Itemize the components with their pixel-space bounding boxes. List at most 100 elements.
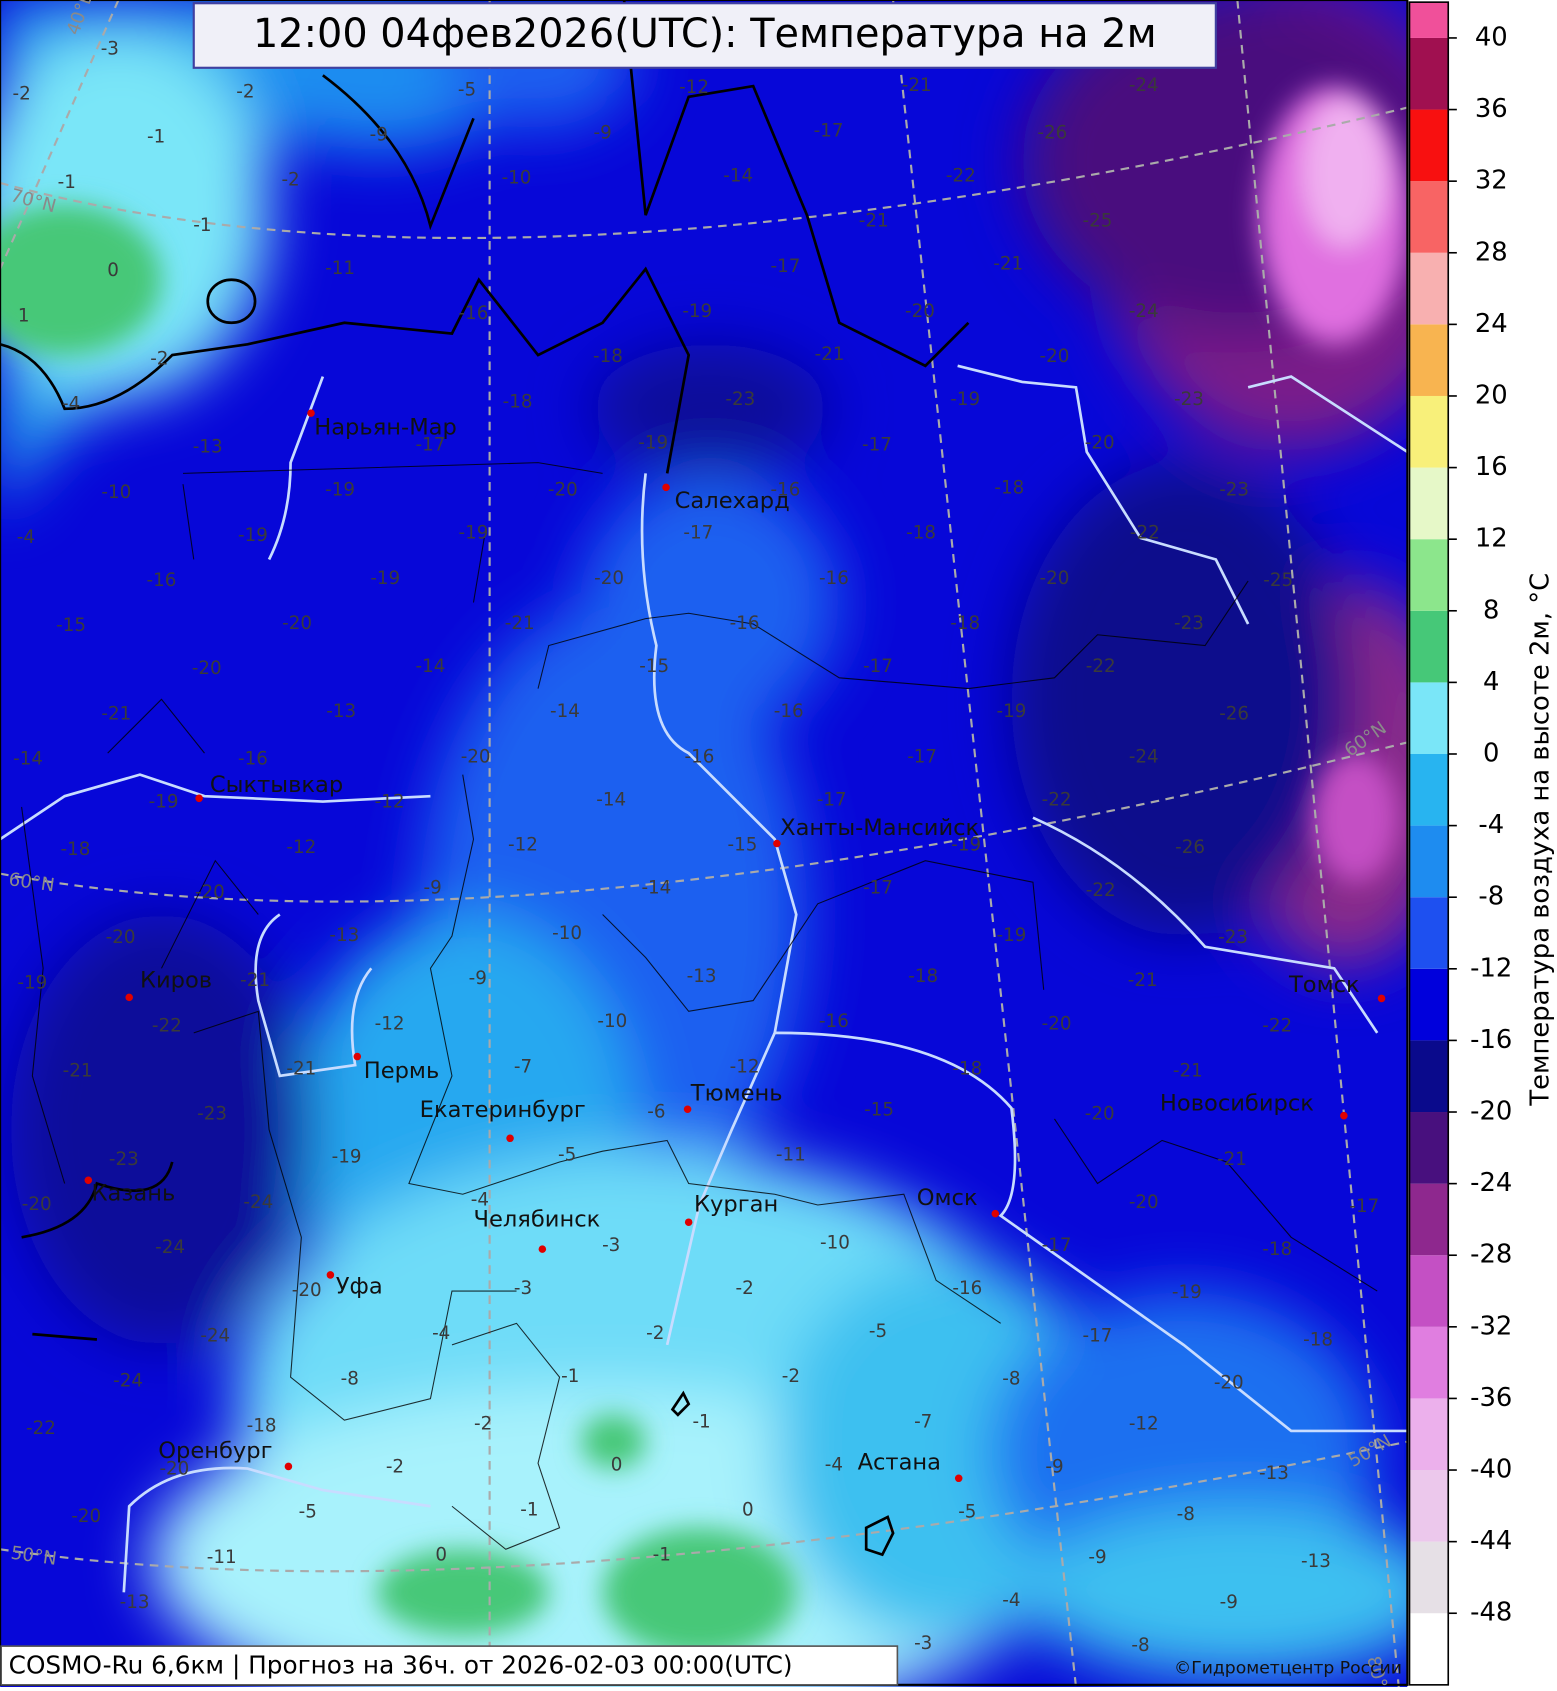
temperature-label: -21: [63, 1061, 93, 1082]
temperature-label: -9: [423, 878, 441, 899]
temperature-label: -5: [299, 1502, 317, 1523]
temperature-label: -24: [113, 1370, 143, 1391]
temperature-label: -20: [159, 1459, 189, 1480]
temperature-label: -20: [548, 480, 578, 501]
colorbar-band: [1409, 324, 1449, 396]
temperature-label: -17: [907, 746, 937, 767]
temperature-label: -21: [902, 75, 932, 96]
temperature-label: -12: [1129, 1413, 1159, 1434]
city-label: Уфа: [336, 1273, 383, 1299]
temperature-label: -14: [596, 789, 626, 810]
colorbar-tick-label: -20: [1470, 1097, 1512, 1127]
temperature-label: -5: [458, 79, 476, 100]
temperature-label: -18: [60, 839, 90, 860]
temperature-label: 0: [611, 1454, 623, 1475]
temperature-label: -19: [332, 1147, 362, 1168]
city-label: Ханты-Мансийск: [780, 815, 979, 841]
temperature-label: -13: [1301, 1551, 1331, 1572]
city-dot: [954, 1474, 963, 1483]
temperature-label: -22: [1042, 789, 1072, 810]
colorbar-tick-label: -12: [1470, 953, 1512, 983]
city-dot: [991, 1209, 1000, 1218]
city-dot: [326, 1271, 335, 1279]
temperature-label: -21: [101, 703, 131, 724]
temperature-label: -17: [863, 878, 893, 899]
temperature-label: -16: [459, 303, 489, 324]
colorbar: -48-44-40-36-32-28-24-20-16-12-8-4048121…: [1408, 1, 1512, 1686]
temperature-label: -15: [56, 615, 86, 636]
city-label: Пермь: [364, 1058, 440, 1084]
temperature-label: -19: [325, 480, 355, 501]
temperature-label: -19: [238, 525, 268, 546]
temperature-label: -24: [1129, 75, 1159, 96]
temperature-label: -20: [1040, 568, 1070, 589]
temperature-label: -19: [17, 972, 47, 993]
city-label: Сыктывкар: [210, 772, 343, 798]
temperature-label: -1: [561, 1366, 579, 1387]
colorbar-band: [1409, 610, 1449, 683]
temperature-label: -8: [1131, 1635, 1149, 1656]
temperature-label: -6: [647, 1101, 665, 1122]
city-label: Салехард: [675, 488, 790, 514]
temperature-label: -22: [152, 1015, 182, 1036]
temperature-label: -9: [469, 968, 487, 989]
temperature-label: -17: [862, 434, 892, 455]
temperature-label: -21: [286, 1058, 316, 1079]
temperature-label: -5: [558, 1145, 576, 1166]
city-dot: [506, 1134, 514, 1143]
colorbar-band: [1409, 968, 1449, 1041]
temperature-label: -20: [71, 1506, 101, 1527]
temperature-label: -9: [593, 122, 611, 143]
temperature-label: -26: [1037, 122, 1067, 143]
temperature-label: -21: [1217, 1149, 1247, 1170]
city-label: Омск: [917, 1185, 978, 1211]
temperature-label: -20: [1085, 1104, 1115, 1125]
temperature-label: -13: [329, 925, 359, 946]
temperature-label: -16: [819, 568, 849, 589]
temperature-label: -24: [1129, 301, 1159, 322]
temperature-label: -13: [120, 1592, 150, 1613]
temperature-label: -4: [432, 1323, 450, 1344]
temperature-label: -22: [1086, 880, 1116, 901]
colorbar-band: [1409, 1470, 1449, 1542]
city-label: Астана: [858, 1450, 941, 1476]
temperature-label: -16: [684, 746, 714, 767]
colorbar-band: [1409, 682, 1449, 754]
temperature-label: -23: [1174, 613, 1204, 634]
temperature-label: -18: [994, 477, 1024, 498]
temperature-label: -16: [238, 749, 268, 770]
temperature-label: -20: [461, 746, 491, 767]
colorbar-band: [1409, 1613, 1449, 1685]
temperature-label: -11: [776, 1145, 806, 1166]
colorbar-band: [1409, 252, 1449, 325]
temperature-label: -10: [552, 923, 582, 944]
city-label: Оренбург: [158, 1438, 272, 1464]
colorbar-tick-label: 28: [1475, 237, 1508, 267]
temperature-label: -9: [1088, 1547, 1106, 1568]
temperature-label: -25: [1263, 570, 1293, 591]
temperature-label: -13: [326, 701, 356, 722]
colorbar-band: [1409, 467, 1449, 540]
colorbar-band: [1409, 825, 1449, 898]
city-label: Челябинск: [473, 1207, 600, 1233]
temperature-label: -24: [1129, 746, 1159, 767]
colorbar-tick-label: -40: [1470, 1455, 1512, 1485]
colorbar-tick-label: -4: [1478, 810, 1504, 840]
temperature-label: -5: [958, 1502, 976, 1523]
temperature-label: -19: [1172, 1282, 1202, 1303]
temperature-label: -20: [1042, 1013, 1072, 1034]
temperature-label: -22: [946, 165, 976, 186]
temperature-label: -18: [1262, 1239, 1292, 1260]
colorbar-tick-label: 20: [1475, 380, 1508, 410]
city-label: Нарьян-Мар: [314, 415, 457, 441]
temperature-label: -25: [1083, 211, 1113, 232]
city-dot: [195, 794, 203, 803]
colorbar-tick-label: 8: [1483, 595, 1499, 625]
temperature-label: -22: [1262, 1015, 1292, 1036]
colorbar-band: [1409, 2, 1449, 38]
temperature-label: -9: [1045, 1457, 1063, 1478]
colorbar-tick-label: -32: [1470, 1311, 1512, 1341]
temperature-field: [0, 0, 1408, 1687]
temperature-label: 0: [742, 1500, 754, 1521]
